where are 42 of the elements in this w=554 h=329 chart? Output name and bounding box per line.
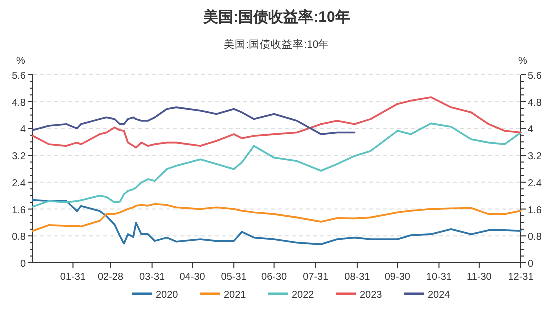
y-tick-label: 2.4 <box>12 178 26 190</box>
y-tick-label: 4 <box>20 124 26 136</box>
x-tick-label: 03-31 <box>140 272 166 283</box>
legend-label: 2020 <box>156 290 179 301</box>
legend-label: 2022 <box>292 290 315 301</box>
x-tick-label: 06-30 <box>262 272 288 283</box>
x-tick-label: 02-28 <box>98 272 124 283</box>
line-series <box>32 96 522 149</box>
y2-tick-label: 2.4 <box>528 178 542 190</box>
y-tick-label: 0 <box>20 259 26 270</box>
y2-tick-label: 1.6 <box>528 205 542 216</box>
y-tick-label: 4.8 <box>12 98 26 109</box>
y2-tick-label: 4 <box>528 124 534 136</box>
y-tick-label: 3.2 <box>12 152 26 163</box>
y-tick-label: 0.8 <box>12 232 26 244</box>
x-tick-label: 12-31 <box>508 272 534 283</box>
x-tick-label: 11-30 <box>467 272 492 283</box>
line-series <box>32 106 356 136</box>
chart-title: 美国:国债收益率:10年 <box>202 8 350 26</box>
y-axis-title: % <box>16 56 26 67</box>
line-series <box>32 203 522 232</box>
y-tick-label: 1.6 <box>12 205 26 216</box>
line-series <box>32 122 522 208</box>
y2-tick-label: 3.2 <box>528 152 542 163</box>
legend-label: 2021 <box>224 290 247 301</box>
y2-axis-title: % <box>518 56 528 67</box>
y2-tick-label: 5.6 <box>528 71 542 82</box>
x-tick-label: 04-30 <box>180 272 206 283</box>
y2-tick-label: 4.8 <box>528 98 542 109</box>
x-tick-label: 10-31 <box>426 272 452 283</box>
x-tick-label: 09-30 <box>384 272 411 283</box>
x-tick-label: 07-31 <box>303 272 330 283</box>
chart-subtitle: 美国:国债收益率:10年 <box>224 38 330 51</box>
y2-tick-label: 0 <box>528 259 534 270</box>
x-tick-label: 01-31 <box>60 272 86 283</box>
line-series <box>32 199 522 246</box>
legend-label: 2024 <box>428 290 451 301</box>
x-tick-label: 08-31 <box>344 272 371 283</box>
x-tick-label: 05-31 <box>221 272 248 283</box>
y-tick-label: 5.6 <box>12 71 26 82</box>
legend-label: 2023 <box>360 290 383 301</box>
y2-tick-label: 0.8 <box>528 232 542 244</box>
